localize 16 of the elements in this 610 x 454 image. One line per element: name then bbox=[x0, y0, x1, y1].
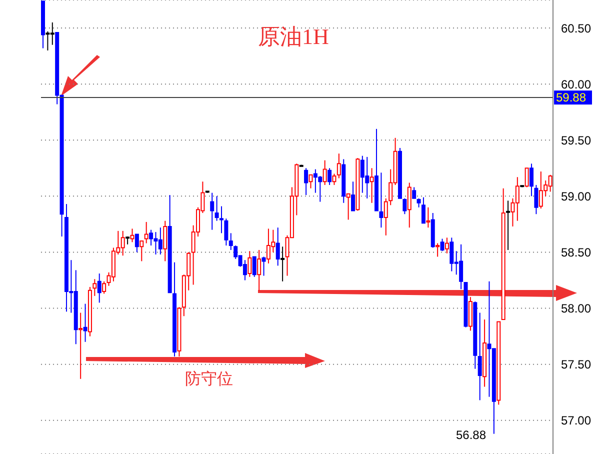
candlestick bbox=[219, 206, 224, 234]
y-tick-label: 58.50 bbox=[561, 245, 592, 260]
candlestick bbox=[506, 200, 510, 250]
ref-line-label: 59.88 bbox=[556, 90, 586, 105]
y-tick-label: 60.50 bbox=[561, 21, 592, 36]
y-tick-label: 58.00 bbox=[561, 302, 592, 316]
candlestick bbox=[78, 312, 83, 379]
y-tick-label: 57.50 bbox=[561, 358, 592, 372]
annotation: 防守位 bbox=[185, 370, 233, 390]
text: 原油1H bbox=[258, 23, 329, 51]
y-tick-label: 59.00 bbox=[561, 189, 592, 204]
candlestick bbox=[280, 246, 285, 282]
y-tick-label: 60.00 bbox=[561, 77, 592, 92]
y-tick-label: 57.00 bbox=[561, 414, 592, 428]
y-tick-label: 59.50 bbox=[561, 133, 592, 148]
annotation: 56.88 bbox=[456, 428, 486, 442]
